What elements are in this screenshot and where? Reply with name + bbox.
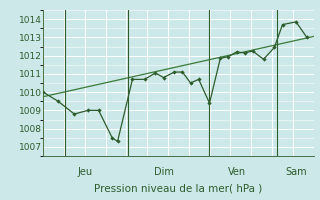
Text: Pression niveau de la mer( hPa ): Pression niveau de la mer( hPa ): [94, 184, 262, 194]
Text: Jeu: Jeu: [77, 167, 93, 177]
Text: Dim: Dim: [154, 167, 173, 177]
Text: Sam: Sam: [285, 167, 307, 177]
Text: Ven: Ven: [228, 167, 245, 177]
